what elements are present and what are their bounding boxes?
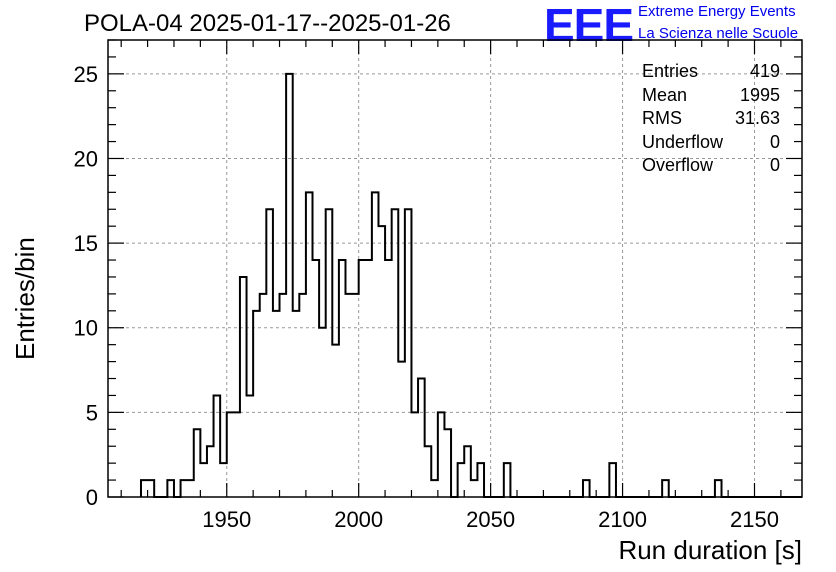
x-tick-label: 2050	[466, 507, 515, 532]
x-tick-label: 2100	[598, 507, 647, 532]
stat-row-overflow: Overflow 0	[642, 154, 780, 178]
stat-row-entries: Entries 419	[642, 60, 780, 84]
stat-row-underflow: Underflow 0	[642, 131, 780, 155]
stat-row-rms: RMS 31.63	[642, 107, 780, 131]
y-tick-label: 0	[86, 485, 98, 510]
stat-label: Entries	[642, 61, 699, 81]
stat-label: RMS	[642, 108, 682, 128]
stat-value: 0	[769, 155, 780, 175]
plot-frame	[107, 39, 803, 498]
y-tick-label: 15	[74, 231, 98, 256]
logo-line-2: La Scienza nelle Scuole	[638, 25, 799, 42]
stat-value: 419	[749, 61, 780, 81]
y-axis-label: Entries/bin	[10, 237, 40, 360]
stat-value: 1995	[739, 84, 780, 105]
y-tick-label: 5	[86, 400, 98, 425]
stat-value: 0	[769, 131, 780, 152]
x-tick-label: 2150	[730, 507, 779, 532]
stat-label: Overflow	[642, 155, 714, 175]
stat-label: Underflow	[642, 131, 724, 152]
chart-title: POLA-04 2025-01-17--2025-01-26	[84, 10, 451, 37]
x-tick-label: 2000	[334, 507, 383, 532]
x-axis-label: Run duration [s]	[618, 535, 802, 565]
stat-value: 31.63	[734, 108, 780, 128]
logo-line-1: Extreme Energy Events	[638, 3, 796, 20]
y-tick-label: 20	[74, 146, 98, 171]
x-tick-label: 1950	[202, 507, 251, 532]
stats-box: Entries 419 Mean 1995 RMS 31.63 Underflo…	[642, 60, 780, 178]
stat-label: Mean	[642, 84, 688, 105]
y-tick-label: 25	[74, 62, 98, 87]
y-tick-label: 10	[74, 316, 98, 341]
stat-row-mean: Mean 1995	[642, 84, 780, 108]
